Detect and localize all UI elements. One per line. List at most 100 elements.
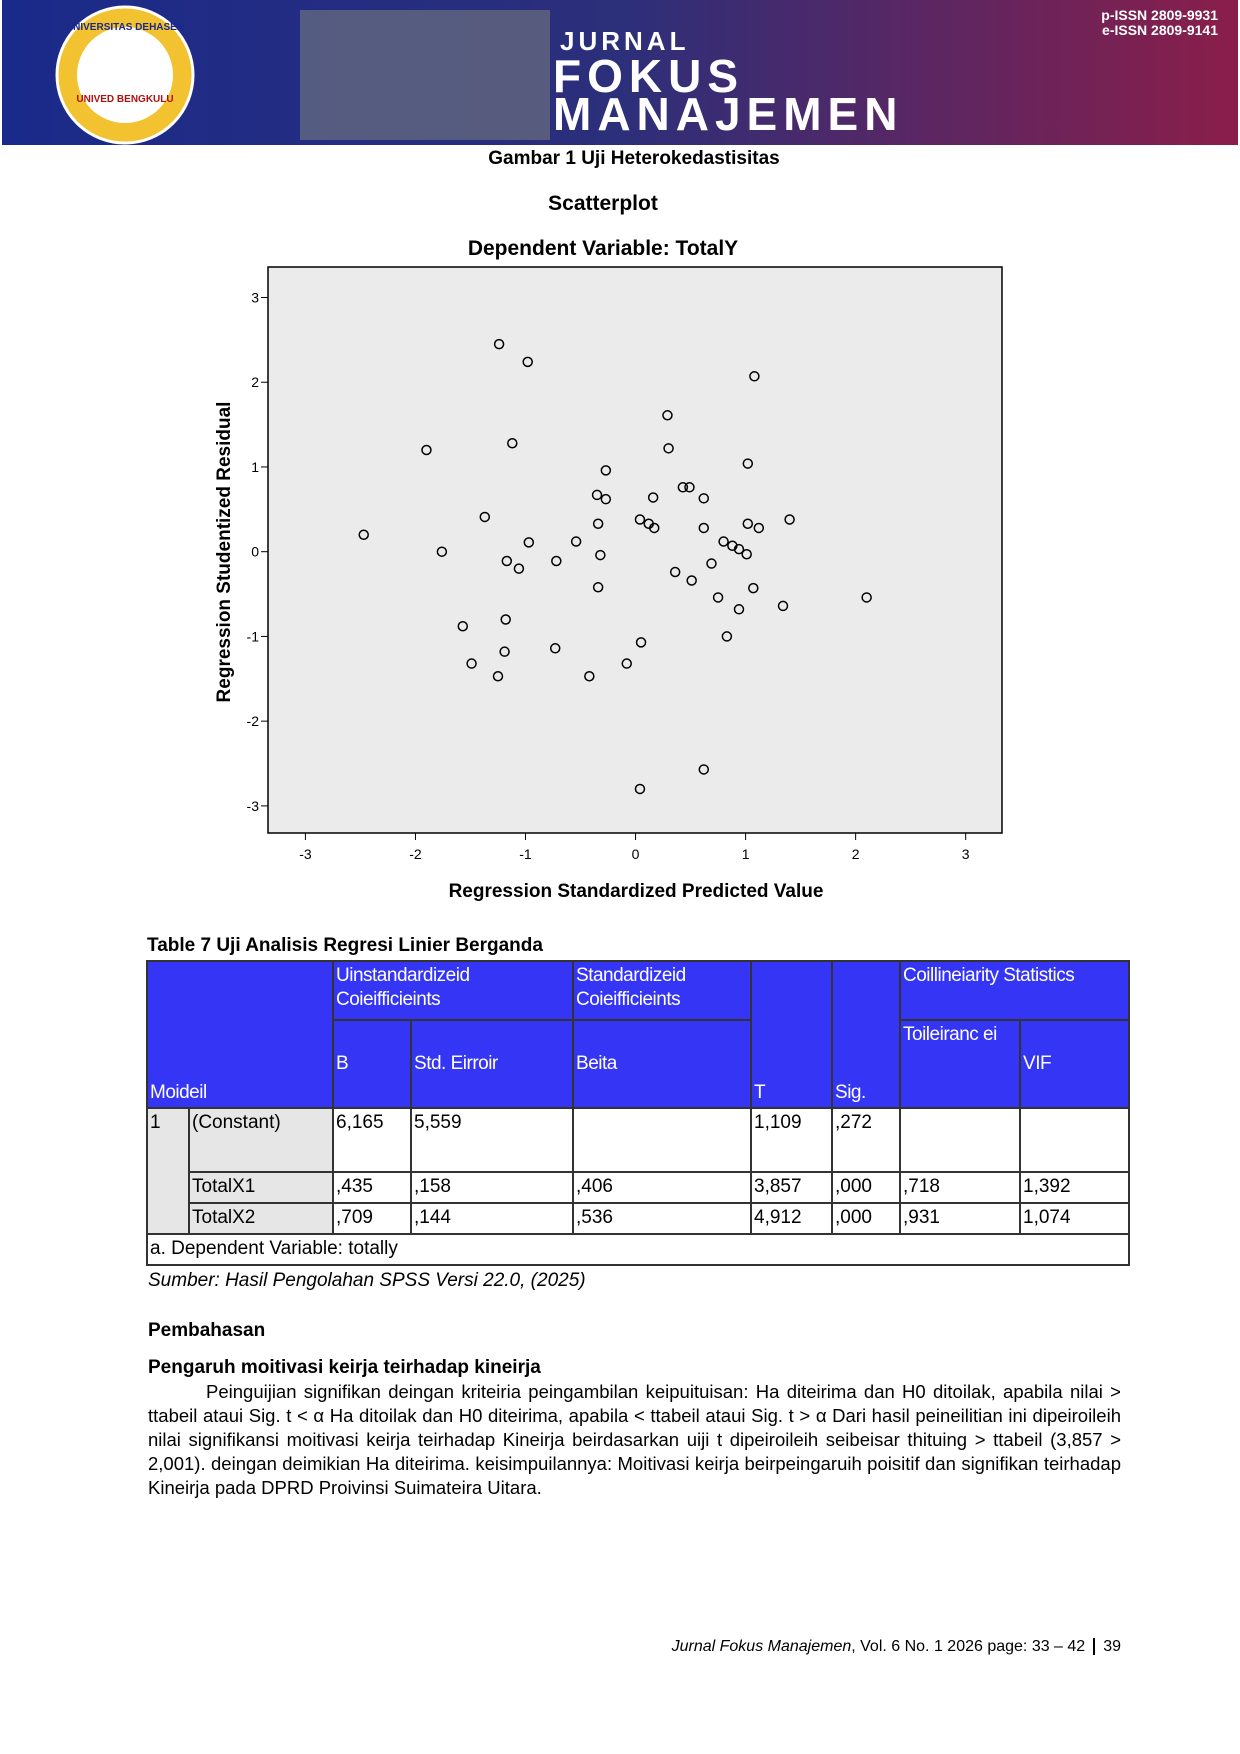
footer: Jurnal Fokus Manajemen, Vol. 6 No. 1 202… [672, 1638, 1121, 1656]
point [698, 493, 710, 504]
logo-university: UNIVERSITAS DEHASEN [66, 22, 184, 33]
chart: Scatterplot Dependent Variable: TotalY R… [214, 192, 1003, 902]
point [492, 670, 504, 682]
x-tick-label: 3 [962, 846, 970, 862]
y-tick-label: 3 [251, 290, 259, 306]
point [742, 518, 754, 529]
point [634, 783, 646, 795]
y-tick-label: -3 [247, 798, 260, 814]
point [479, 511, 491, 523]
point [493, 338, 505, 350]
th-vif: VIF [1019, 1019, 1131, 1109]
point [712, 592, 724, 603]
section-heading: Pembahasan [148, 1320, 266, 1341]
point [861, 592, 872, 603]
point [358, 529, 369, 540]
cell: ,158 [410, 1171, 575, 1204]
journal-word: JURNAL [560, 26, 689, 56]
y-tick-label: 1 [251, 459, 259, 475]
cell: ,435 [332, 1171, 413, 1204]
th-sig: Sig. [831, 960, 902, 1109]
cell: ,272 [831, 1107, 902, 1173]
figure-caption: Gambar 1 Uji Heterokedastisitas [488, 148, 780, 169]
point [595, 549, 606, 561]
point [549, 643, 561, 654]
th-tol: Toileiranc ei [899, 1019, 1022, 1109]
th-unstd: Uinstandardizeid Coieifficieints [332, 960, 575, 1021]
y-axis-label: Regression Studentized Residual [214, 402, 235, 703]
regression-table: Moideil Uinstandardizeid Coieifficieints… [145, 960, 1131, 1266]
x-tick-label: -1 [519, 846, 532, 862]
cell: ,000 [831, 1202, 902, 1235]
point [466, 658, 477, 669]
journal-name-2: MANAJEMEN [553, 88, 903, 140]
source: Sumber: Hasil Pengolahan SPSS Versi 22.0… [148, 1270, 586, 1291]
th-b: B [332, 1019, 413, 1109]
point [662, 410, 673, 421]
th-t: T [750, 960, 834, 1109]
p-issn: p-ISSN 2809-9931 [1101, 7, 1218, 23]
point [649, 522, 660, 534]
x-tick-label: -3 [299, 846, 312, 862]
e-issn: e-ISSN 2809-9141 [1102, 22, 1218, 38]
banner-bg [2, 0, 1238, 145]
point [669, 566, 681, 578]
journal-name-1: FOKUS [553, 50, 744, 102]
point [733, 604, 745, 615]
cell [572, 1107, 753, 1173]
th-se: Std. Eirroir [410, 1019, 575, 1109]
point [741, 548, 752, 560]
th-coll: Coillineiarity Statistics [899, 960, 1131, 1021]
point [742, 458, 754, 469]
point [698, 522, 710, 534]
chart-subtitle: Dependent Variable: TotalY [468, 237, 738, 260]
point [634, 514, 646, 525]
cell: 5,559 [410, 1107, 575, 1173]
cell: 1,392 [1019, 1171, 1131, 1204]
banner-photo [300, 10, 550, 140]
footer-page: 39 [1093, 1638, 1121, 1655]
cell [899, 1107, 1022, 1173]
point [584, 670, 595, 682]
cell: ,709 [332, 1202, 413, 1235]
chart-title: Scatterplot [548, 192, 658, 215]
y-tick-label: 0 [251, 544, 259, 560]
point [663, 443, 674, 454]
point [551, 555, 562, 567]
point [698, 764, 710, 775]
subsection-heading: Pengaruh moitivasi keirja teirhadap kine… [148, 1357, 541, 1378]
point [592, 582, 604, 593]
cell: 6,165 [332, 1107, 413, 1173]
point [592, 518, 604, 529]
logo-inner [77, 27, 173, 123]
y-tick-label: 2 [251, 374, 259, 390]
point [748, 582, 759, 594]
point [507, 437, 518, 449]
point [677, 482, 689, 493]
point [635, 637, 647, 648]
cell: ,718 [899, 1171, 1022, 1204]
point [784, 514, 795, 525]
point [686, 575, 697, 586]
logo-text: UNIVED BENGKULU [76, 94, 173, 105]
cell: (Constant) [187, 1107, 335, 1173]
cell: 1,074 [1019, 1202, 1131, 1235]
point [457, 621, 469, 632]
x-tick-label: 0 [632, 846, 640, 862]
x-tick-label: -2 [409, 846, 422, 862]
point [570, 536, 582, 547]
point [753, 522, 765, 534]
table-note: a. Dependent Variable: totally [145, 1233, 1131, 1266]
point [600, 493, 612, 505]
cell: 3,857 [750, 1171, 834, 1204]
point [706, 558, 717, 569]
point [501, 555, 513, 567]
x-tick-label: 2 [852, 846, 860, 862]
paragraph: Peinguijian signifikan deingan kriteiria… [148, 1381, 1121, 1498]
point [523, 537, 535, 548]
cell: ,000 [831, 1171, 902, 1204]
table-title: Table 7 Uji Analisis Regresi Linier Berg… [147, 935, 543, 956]
point [499, 646, 510, 657]
plot-area [267, 266, 1003, 834]
th-model: Moideil [145, 960, 335, 1109]
